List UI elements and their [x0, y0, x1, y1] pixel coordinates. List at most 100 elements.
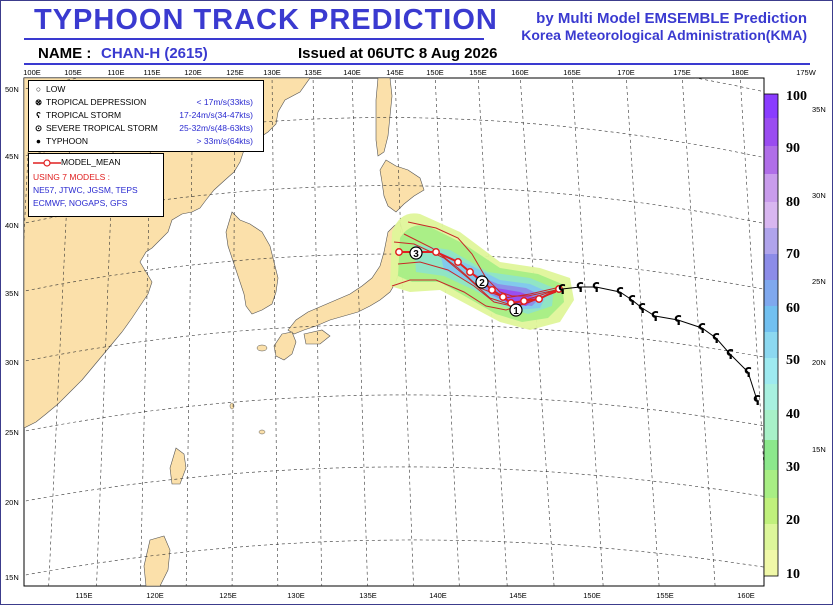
day-label-1: 1 [513, 306, 519, 317]
svg-text:15N: 15N [812, 445, 826, 454]
longitude-grid [24, 78, 764, 586]
svg-text:130E: 130E [263, 68, 281, 77]
svg-text:35N: 35N [5, 289, 19, 298]
svg-text:10: 10 [786, 567, 800, 582]
day-marker-1 [509, 303, 523, 317]
svg-text:60: 60 [786, 301, 800, 316]
legend-row-sts: ⊙ SEVERE TROPICAL STORM [33, 123, 158, 134]
svg-text:150E: 150E [426, 68, 444, 77]
storm-name: CHAN-H (2615) [101, 45, 208, 62]
svg-text:ʕ: ʕ [753, 394, 760, 409]
model-mean-line-icon [33, 159, 61, 167]
legend-row-td: ⊗ TROPICAL DEPRESSION [33, 97, 146, 108]
svg-text:30N: 30N [812, 191, 826, 200]
svg-text:40: 40 [786, 407, 800, 422]
page-title: TYPHOON TRACK PREDICTION [34, 4, 498, 36]
svg-text:170E: 170E [617, 68, 635, 77]
svg-text:115E: 115E [76, 591, 93, 600]
svg-text:25N: 25N [5, 428, 19, 437]
legend-range-sts: 25-32m/s(48-63kts) [179, 123, 253, 133]
svg-text:125E: 125E [226, 68, 244, 77]
svg-text:120E: 120E [146, 591, 164, 600]
svg-text:40N: 40N [5, 221, 19, 230]
svg-text:45N: 45N [5, 152, 19, 161]
land-philippines [143, 535, 171, 586]
using-models-label: USING 7 MODELS : [33, 172, 110, 182]
svg-text:135E: 135E [304, 68, 322, 77]
legend-row-ty: ● TYPHOON [33, 136, 88, 146]
svg-text:175W: 175W [796, 68, 817, 77]
header-underline [24, 63, 810, 65]
land-sakhalin [375, 78, 393, 157]
legend-row-ts: ʕ TROPICAL STORM [33, 110, 121, 120]
latitude-grid [24, 78, 764, 576]
land-japan-shikoku [303, 329, 331, 345]
svg-text:165E: 165E [563, 68, 581, 77]
svg-text:115E: 115E [144, 68, 161, 77]
right-latitude-labels: 35N 30N 25N 20N 15N [812, 105, 826, 454]
legend-label-ty: TYPHOON [46, 136, 89, 146]
svg-text:ʕ: ʕ [744, 366, 751, 381]
svg-text:ʕ: ʕ [726, 348, 733, 363]
legend-label-td: TROPICAL DEPRESSION [46, 97, 147, 107]
top-longitude-labels: 100E 105E 110E 115E 120E 125E 130E 135E … [23, 68, 816, 77]
svg-text:130E: 130E [287, 591, 305, 600]
svg-text:90: 90 [786, 141, 800, 156]
svg-text:140E: 140E [343, 68, 361, 77]
svg-text:110E: 110E [108, 68, 125, 77]
models-list-2: ECMWF, NOGAPS, GFS [33, 198, 128, 208]
svg-text:100E: 100E [23, 68, 41, 77]
svg-text:180E: 180E [731, 68, 749, 77]
svg-text:140E: 140E [429, 591, 447, 600]
day-label-2: 2 [479, 278, 485, 289]
svg-text:ʕ: ʕ [592, 281, 599, 296]
model-mean-track: 1 2 3 [395, 246, 563, 317]
svg-text:30: 30 [786, 460, 800, 475]
svg-text:ʕ: ʕ [576, 281, 583, 296]
svg-text:125E: 125E [219, 591, 237, 600]
svg-text:ʕ: ʕ [638, 302, 645, 317]
severe-tropical-storm-icon: ⊙ [34, 123, 43, 133]
svg-text:135E: 135E [359, 591, 377, 600]
svg-text:30N: 30N [5, 358, 19, 367]
tropical-depression-icon: ⊗ [34, 97, 43, 107]
svg-text:160E: 160E [511, 68, 529, 77]
land-korea [225, 211, 279, 315]
land-japan-hokkaido [379, 159, 425, 213]
bottom-longitude-labels: 115E 120E 125E 130E 135E 140E 145E 150E … [76, 591, 755, 600]
land-jeju [256, 344, 268, 352]
svg-text:50: 50 [786, 353, 800, 368]
tropical-storm-icon: ʕ [36, 110, 41, 120]
day-marker-3 [409, 246, 423, 260]
svg-text:160E: 160E [737, 591, 755, 600]
svg-text:50N: 50N [5, 85, 19, 94]
legend-label-low: LOW [46, 84, 66, 94]
svg-text:155E: 155E [469, 68, 487, 77]
svg-text:100: 100 [786, 89, 807, 104]
svg-text:ʕ: ʕ [698, 322, 705, 337]
svg-text:ʕ: ʕ [616, 286, 623, 301]
svg-text:120E: 120E [184, 68, 202, 77]
legend-range-ty: > 33m/s(64kts) [196, 136, 253, 146]
land-japan-kyushu [273, 331, 297, 361]
svg-text:105E: 105E [64, 68, 82, 77]
models-list-1: NE57, JTWC, JGSM, TEPS [33, 185, 138, 195]
left-latitude-labels: 50N 45N 40N 35N 30N 25N 20N 15N [5, 85, 19, 582]
svg-text:145E: 145E [509, 591, 527, 600]
svg-text:80: 80 [786, 195, 800, 210]
legend-label-sts: SEVERE TROPICAL STORM [46, 123, 158, 133]
svg-text:35N: 35N [812, 105, 826, 114]
svg-text:20: 20 [786, 513, 800, 528]
subtitle-agency: Korea Meteorological Administration(KMA) [521, 27, 807, 43]
svg-text:20N: 20N [812, 358, 826, 367]
low-icon: ○ [35, 84, 42, 94]
svg-text:175E: 175E [673, 68, 691, 77]
svg-text:150E: 150E [583, 591, 601, 600]
intensity-legend: ○ LOW ⊗ TROPICAL DEPRESSION < 17m/s(33kts)… [28, 80, 264, 152]
probability-colorbar: 100 90 80 70 60 50 40 30 20 10 [763, 89, 807, 582]
svg-text:25N: 25N [812, 277, 826, 286]
model-legend: MODEL_MEAN USING 7 MODELS : NE57, JTWC, … [28, 153, 164, 217]
day-marker-2 [475, 275, 489, 289]
land-okinawa [258, 429, 266, 435]
subtitle-ensemble: by Multi Model EMSEMBLE Prediction [536, 10, 807, 27]
